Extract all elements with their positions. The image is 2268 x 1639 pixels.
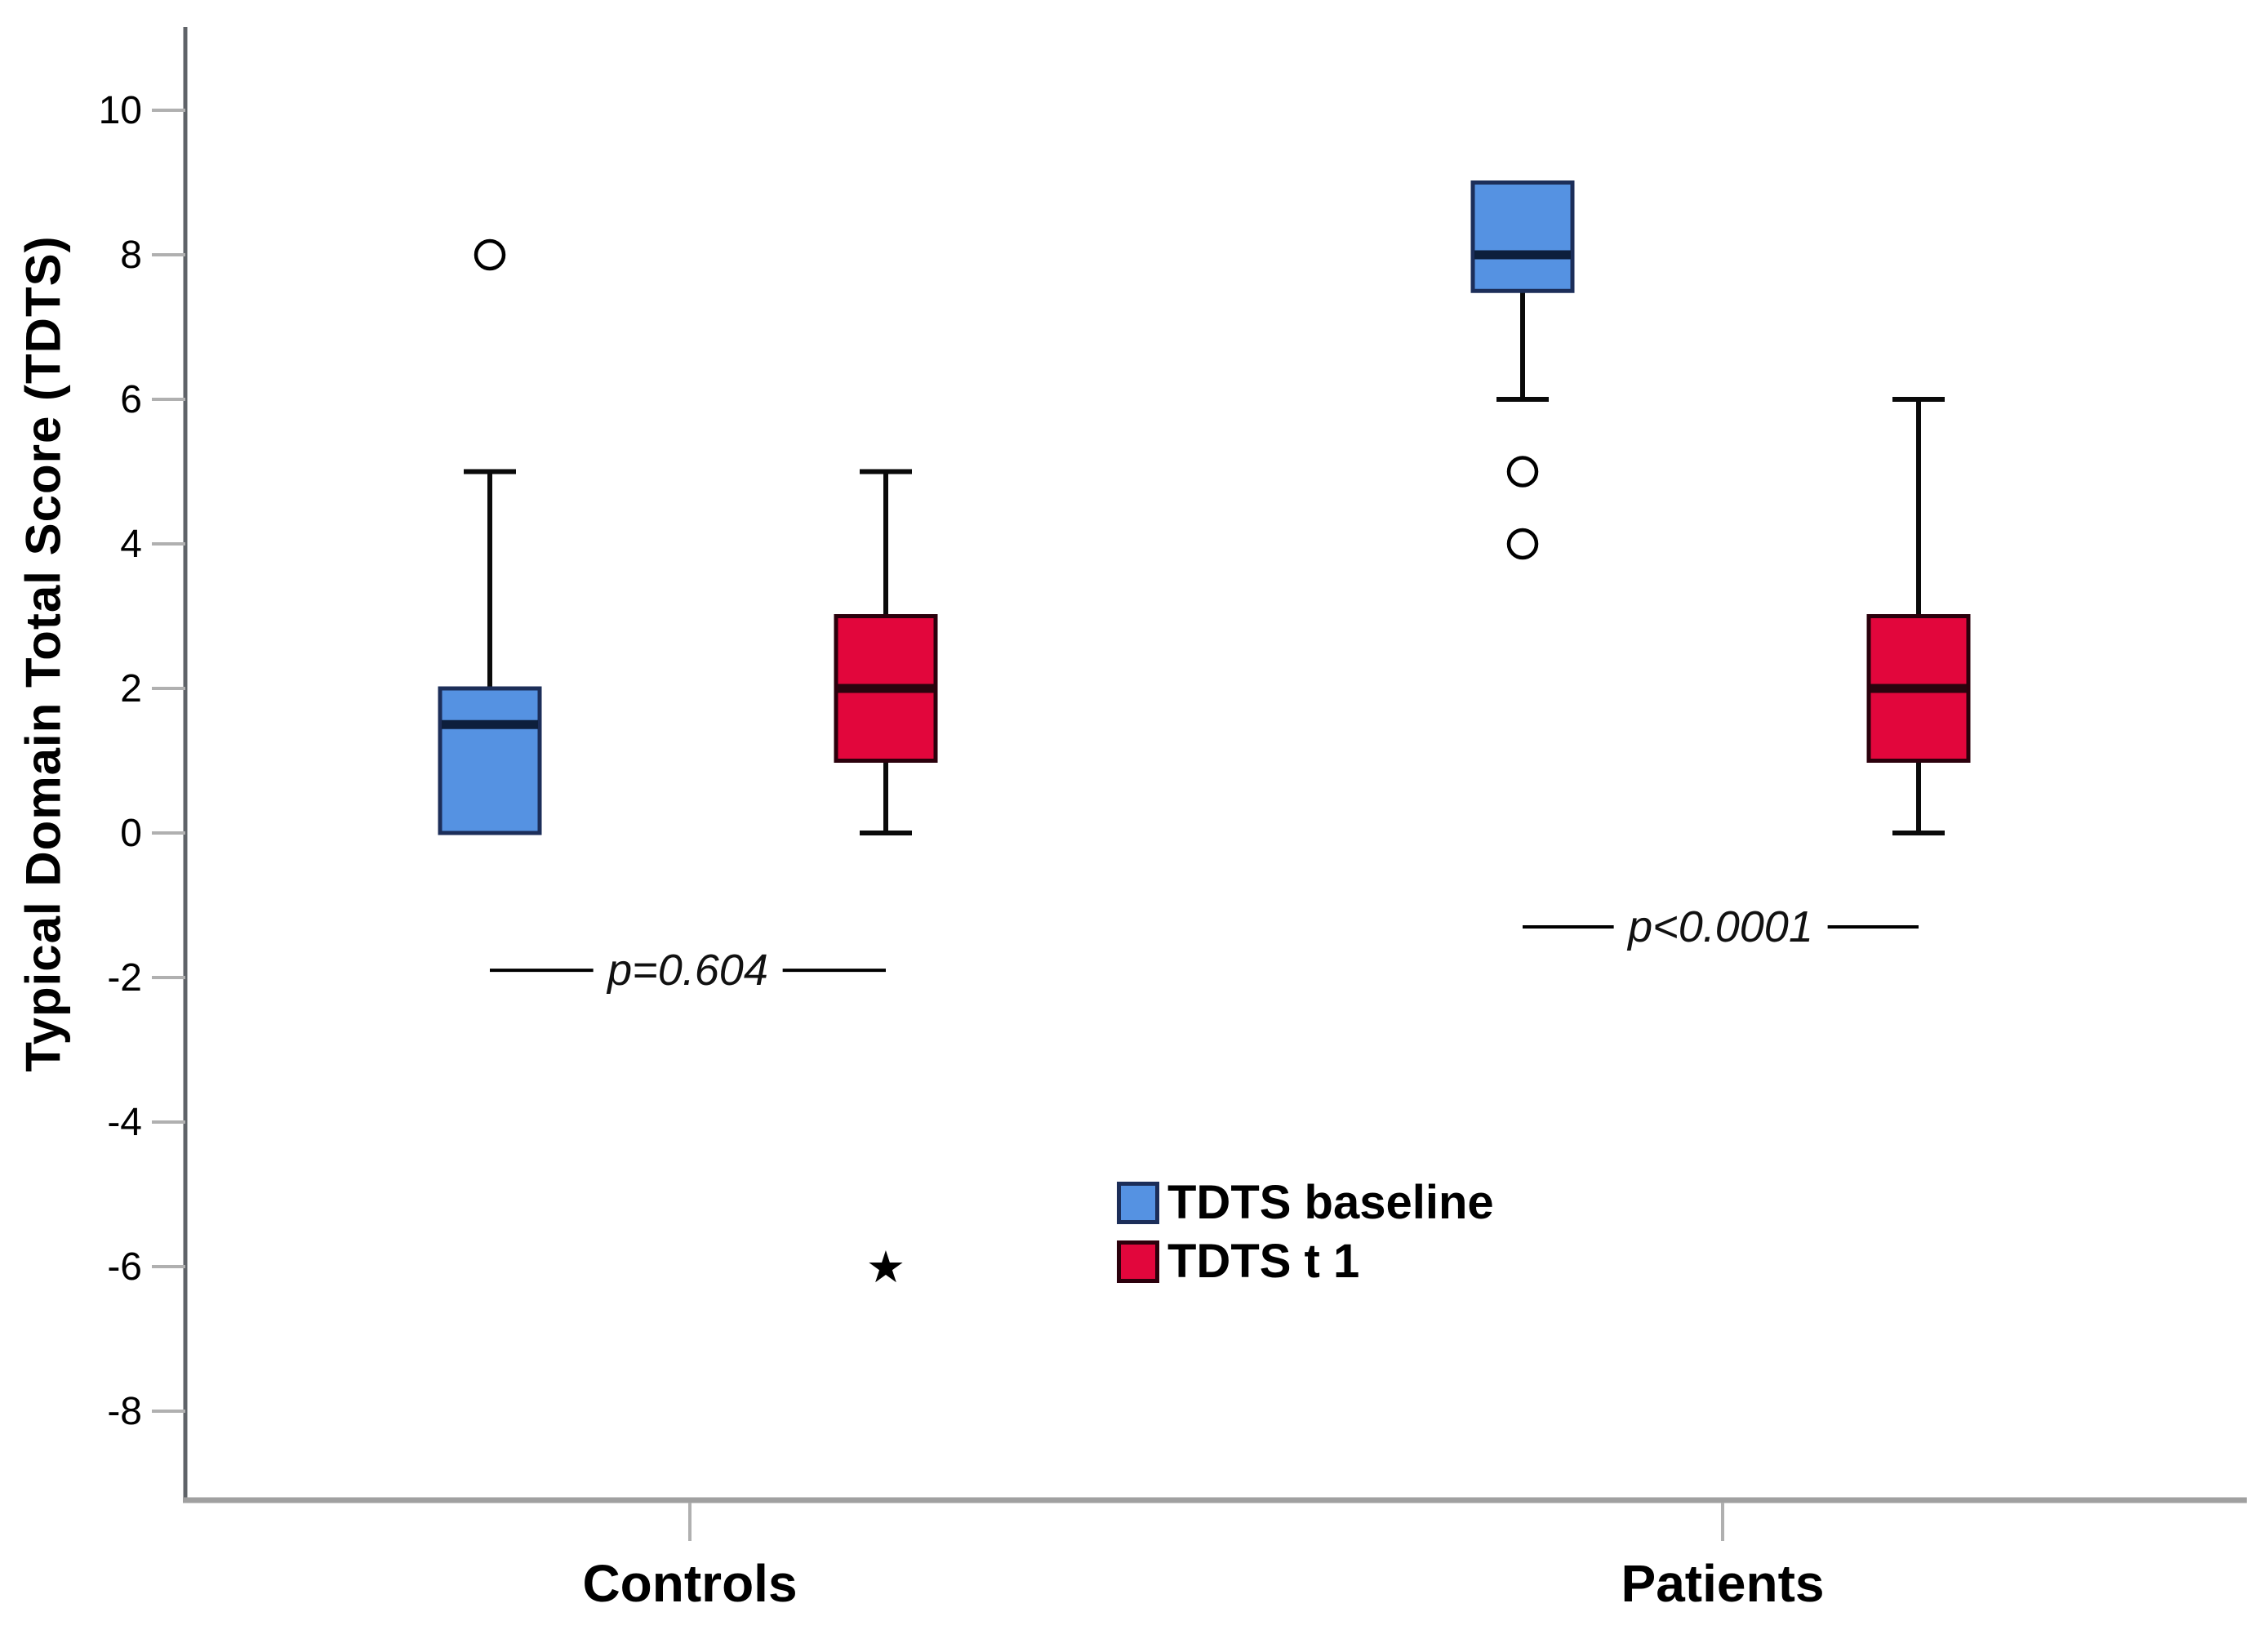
y-tick-label--2: -2 — [107, 956, 142, 1000]
pvalue-label-patients: p<0.0001 — [1613, 902, 1828, 953]
y-axis-title-wrap: Typical Domain Total Score (TDTS) — [7, 57, 80, 1249]
pvalue-label-controls: p=0.604 — [593, 945, 783, 996]
y-tick-label-2: 2 — [120, 667, 142, 710]
outlier-circle-controls-baseline-0 — [474, 238, 506, 271]
legend-label-baseline: TDTS baseline — [1167, 1176, 1494, 1229]
box-controls-baseline — [438, 686, 542, 835]
extreme-star-icon-controls-t1-0: ★ — [866, 1241, 905, 1293]
x-axis-label-patients: Patients — [1621, 1554, 1825, 1613]
box-patients-baseline — [1470, 180, 1575, 293]
legend-item-t1: TDTS t 1 — [1117, 1238, 1494, 1285]
y-axis-title: Typical Domain Total Score (TDTS) — [16, 234, 71, 1072]
t1-swatch-icon — [1117, 1240, 1159, 1283]
legend-label-t1: TDTS t 1 — [1167, 1235, 1360, 1288]
y-tick-label-6: 6 — [120, 378, 142, 421]
outlier-circle-patients-baseline-0 — [1506, 456, 1539, 488]
x-axis-label-controls: Controls — [582, 1554, 798, 1613]
legend-item-baseline: TDTS baseline — [1117, 1179, 1494, 1227]
y-tick-label-4: 4 — [120, 523, 142, 566]
baseline-swatch-icon — [1117, 1182, 1159, 1224]
y-tick-label--8: -8 — [107, 1390, 142, 1433]
y-tick-label--4: -4 — [107, 1101, 142, 1144]
y-tick-label-10: 10 — [99, 89, 142, 132]
y-tick-label--6: -6 — [107, 1245, 142, 1289]
y-tick-label-0: 0 — [120, 812, 142, 855]
y-tick-label-8: 8 — [120, 234, 142, 277]
legend: TDTS baseline TDTS t 1 — [1117, 1179, 1494, 1285]
outlier-circle-patients-baseline-1 — [1506, 528, 1539, 560]
